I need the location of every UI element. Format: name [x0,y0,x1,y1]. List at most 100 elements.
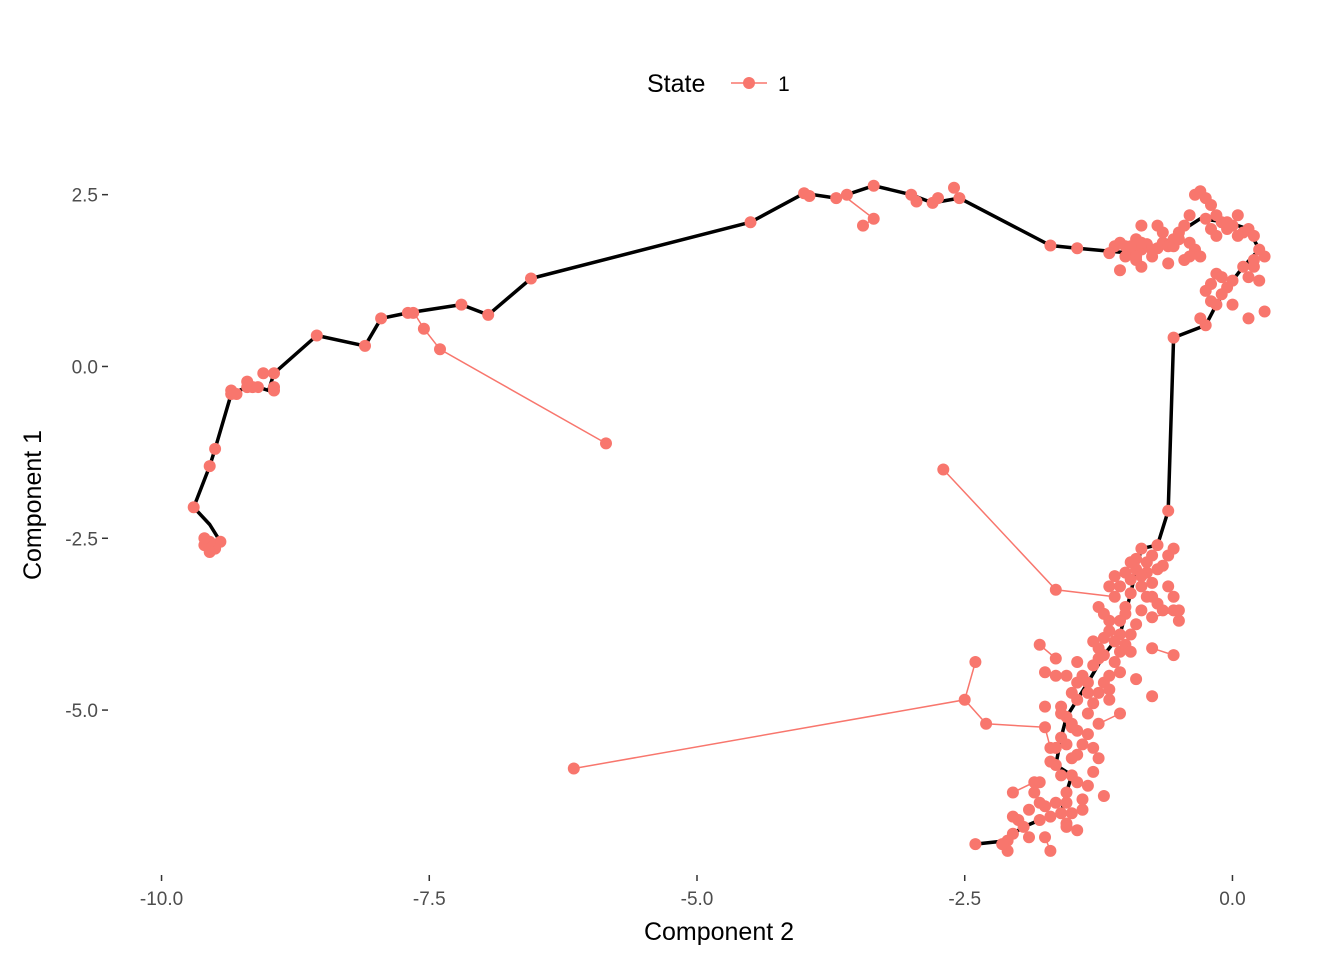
data-point [1076,803,1089,816]
y-tick-label: -2.5 [65,529,98,550]
trajectory-path [191,183,1261,846]
data-point [1049,583,1062,596]
data-point [1205,199,1217,211]
data-point [1055,807,1068,820]
data-point [1081,779,1094,792]
data-point [1033,638,1046,651]
data-point [1033,814,1046,826]
data-point [1140,590,1153,603]
data-point [1162,257,1175,270]
data-point [1162,580,1175,593]
legend-key-point [743,77,755,89]
data-point [310,329,323,342]
data-point [1124,240,1137,253]
x-axis-title: Component 2 [644,918,794,946]
data-point [1167,542,1180,555]
data-point [1108,570,1121,583]
data-point [1178,219,1191,232]
data-point [1119,566,1132,579]
data-point [1081,686,1094,699]
data-point [1135,580,1148,593]
data-point [1242,271,1255,284]
data-point [1146,690,1159,703]
data-point [840,188,853,201]
data-point [1231,229,1244,242]
data-point [1215,271,1228,284]
y-tick-label: 0.0 [72,357,98,378]
data-point [867,179,880,192]
data-point [1065,807,1078,820]
data-point [359,339,371,352]
data-point [203,460,216,473]
data-point [1055,769,1068,782]
data-point [1092,652,1105,665]
data-point [1033,796,1046,809]
data-point [1103,693,1116,706]
data-point [1130,618,1143,631]
data-point [198,532,211,545]
data-point [1103,580,1116,593]
data-point [257,367,270,380]
data-point [241,375,254,388]
data-point [1039,721,1051,734]
data-point [1039,831,1051,844]
data-point [1146,243,1159,256]
data-point [969,656,982,668]
x-tick-label: -10.0 [140,889,183,910]
data-point [1028,776,1041,789]
legend: State 1 [647,70,790,98]
data-point [1114,580,1126,593]
data-point [251,381,264,394]
data-point [1146,576,1159,589]
data-point [1135,260,1148,273]
data-point [1044,239,1057,252]
data-point [1108,635,1121,648]
y-axis-title: Component 1 [19,430,47,580]
data-point [1023,803,1035,816]
data-point [1135,236,1148,249]
data-point [1087,697,1100,710]
data-point [830,192,843,205]
data-point [1130,250,1143,263]
data-point [1071,242,1084,255]
data-point [1124,587,1137,600]
data-point [1210,229,1223,242]
data-point [1039,700,1051,713]
y-tick-label: -5.0 [65,701,98,722]
data-point [600,437,612,450]
data-point [434,343,446,356]
data-point [1162,504,1175,517]
data-point [1237,260,1250,273]
branch-line-0 [412,311,607,445]
data-point [209,442,222,455]
cell-points [187,179,1271,857]
data-point [803,190,816,202]
legend-title: State [647,70,705,98]
data-point [948,181,960,194]
data-point [1076,738,1089,751]
data-point [1199,284,1212,297]
data-point [1156,604,1169,617]
data-point [417,322,430,335]
data-point [1172,614,1185,627]
data-point [1258,305,1271,318]
x-tick-label: -2.5 [948,889,981,910]
data-point [1044,755,1057,768]
data-point [1135,604,1148,617]
data-point [1076,793,1089,806]
branch-lines [412,197,1180,852]
data-point [1097,790,1110,802]
data-point [1156,559,1169,572]
data-point [268,384,280,397]
data-point [1071,776,1084,789]
data-point [1092,717,1105,730]
data-point [1108,656,1121,668]
data-point [1119,250,1132,263]
data-point [1092,601,1105,613]
data-point [1151,539,1164,552]
data-point [937,463,950,476]
data-point [1247,254,1260,266]
data-point [187,501,200,514]
data-point [1071,676,1084,689]
